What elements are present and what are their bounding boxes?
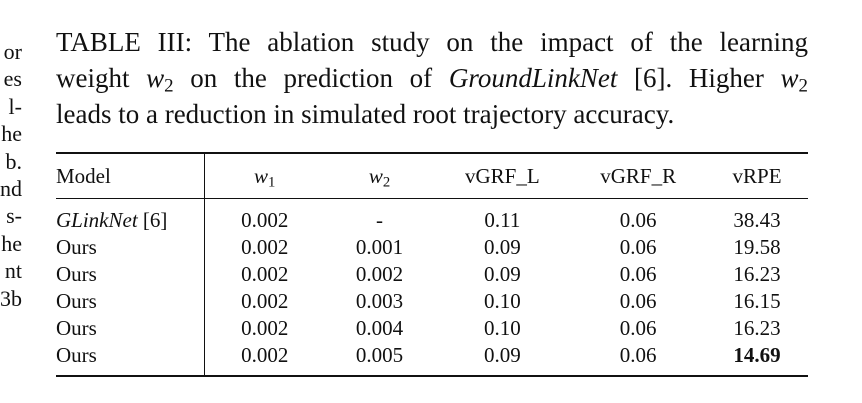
cell-w1: 0.002: [241, 316, 289, 340]
cell-vgrf-r: 0.06: [619, 289, 657, 313]
cell-w2: 0.003: [355, 289, 404, 313]
cell-vgrf-r: 0.06: [619, 343, 657, 367]
cell-vgrf-r: 0.06: [619, 208, 657, 232]
caption-line-2: weight w2 on the prediction of GroundLin…: [56, 63, 808, 97]
cell-w1: 0.002: [241, 289, 289, 313]
table-body: GLinkNet [6] 0.002 - 0.11 0.06 38.43 Our…: [56, 198, 808, 376]
cell-w2: 0.002: [355, 262, 404, 286]
cell-vrpe: 16.23: [733, 262, 781, 286]
cell-w1: 0.002: [241, 262, 289, 286]
cell-vgrf-l: 0.09: [483, 262, 521, 286]
cell-vrpe: 16.23: [733, 316, 781, 340]
header-w1: w1: [254, 163, 276, 191]
math-w2: w2: [146, 63, 174, 97]
table-row: Ours 0.002 0.004 0.10 0.06 16.23: [56, 315, 808, 342]
cell-model: Ours: [56, 342, 205, 376]
header-vrpe: vRPE: [732, 163, 782, 188]
fragment: he: [1, 230, 22, 256]
table-header: Model w1 w2 vGRF_L vGRF_R vRPE: [56, 153, 808, 199]
fragment: b.: [5, 148, 23, 174]
cell-vrpe: 38.43: [733, 208, 781, 232]
cell-w1: 0.002: [241, 208, 289, 232]
cell-model: Ours: [56, 315, 205, 342]
cell-vgrf-l: 0.09: [483, 343, 521, 367]
cell-vgrf-r: 0.06: [619, 316, 657, 340]
cell-w2: 0.005: [355, 343, 404, 367]
table-label: TABLE III:: [56, 27, 193, 57]
adjacent-column-fragments: or es l- he b. nd s- he nt 3b: [0, 38, 22, 312]
cell-model: Ours: [56, 234, 205, 261]
cell-w1: 0.002: [241, 343, 289, 367]
table-row: Ours 0.002 0.005 0.09 0.06 14.69: [56, 342, 808, 376]
cell-model: Ours: [56, 261, 205, 288]
header-w2: w2: [368, 163, 391, 191]
cell-w2: 0.004: [355, 316, 404, 340]
fragment: s-: [6, 203, 22, 229]
cell-w2: 0.001: [355, 235, 404, 259]
cell-model: GLinkNet [6]: [56, 198, 205, 234]
cell-vrpe-best: 14.69: [733, 343, 781, 367]
cell-vrpe: 19.58: [733, 235, 781, 259]
caption-line-1: TABLE III: The ablation study on the imp…: [56, 27, 808, 57]
fragment: 3b: [0, 285, 22, 311]
header-row: Model w1 w2 vGRF_L vGRF_R vRPE: [56, 153, 808, 199]
cell-vgrf-r: 0.06: [619, 262, 657, 286]
math-w2: w2: [780, 63, 808, 97]
table-row: Ours 0.002 0.003 0.10 0.06 16.15: [56, 288, 808, 315]
fragment: es: [3, 66, 22, 92]
table-row: Ours 0.002 0.002 0.09 0.06 16.23: [56, 261, 808, 288]
cell-vgrf-l: 0.11: [484, 208, 521, 232]
table-row: GLinkNet [6] 0.002 - 0.11 0.06 38.43: [56, 198, 808, 234]
fragment: nt: [4, 258, 22, 284]
table-caption: TABLE III: The ablation study on the imp…: [56, 24, 808, 132]
model-name: GroundLinkNet: [448, 63, 618, 93]
fragment: nd: [0, 176, 22, 202]
fragment: or: [3, 39, 22, 64]
cell-model: Ours: [56, 288, 205, 315]
header-model: Model: [56, 153, 205, 199]
caption-line-3: leads to a reduction in simulated root t…: [56, 99, 675, 129]
header-vgrf-r: vGRF_R: [600, 163, 677, 188]
cell-vgrf-r: 0.06: [619, 235, 657, 259]
ablation-table: Model w1 w2 vGRF_L vGRF_R vRPE GLinkNet …: [56, 152, 808, 377]
fragment: he: [1, 121, 22, 147]
cell-w2: -: [376, 208, 384, 232]
header-vgrf-l: vGRF_L: [465, 163, 540, 188]
table-row: Ours 0.002 0.001 0.09 0.06 19.58: [56, 234, 808, 261]
cell-vrpe: 16.15: [733, 289, 781, 313]
cell-vgrf-l: 0.10: [483, 316, 521, 340]
cell-w1: 0.002: [241, 235, 289, 259]
cell-vgrf-l: 0.10: [483, 289, 521, 313]
cell-vgrf-l: 0.09: [483, 235, 521, 259]
fragment: l-: [8, 93, 22, 119]
